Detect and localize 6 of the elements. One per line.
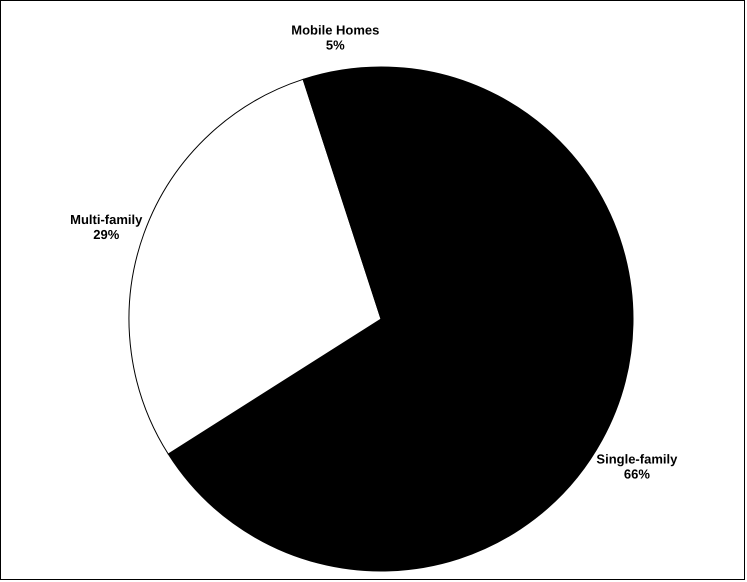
data-label: 66% — [624, 466, 650, 482]
data-label: 5% — [326, 38, 346, 53]
slice-label: Multi-family — [70, 212, 144, 228]
data-label: 29% — [93, 227, 120, 242]
slice-label: Mobile Homes — [291, 22, 380, 38]
slice-label: Single-family — [596, 452, 678, 467]
